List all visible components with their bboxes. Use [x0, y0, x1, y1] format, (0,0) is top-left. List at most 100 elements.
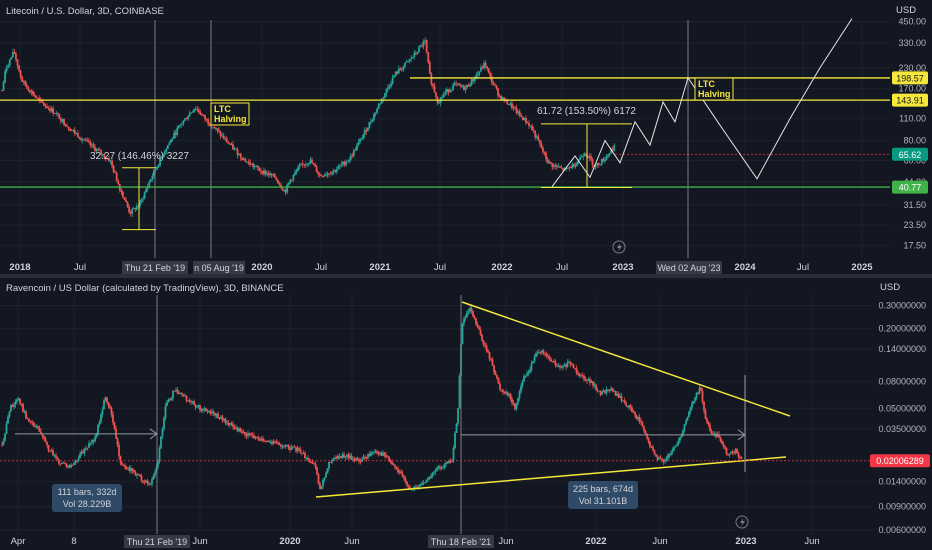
price-tag-198-bg	[892, 71, 928, 85]
candle-body	[456, 83, 459, 85]
candle-body	[434, 470, 437, 472]
candle-body	[38, 98, 41, 100]
candle-body	[134, 472, 137, 476]
candle-body	[8, 411, 11, 417]
candle-body	[442, 94, 445, 98]
candle-body	[366, 127, 369, 132]
candle-body	[386, 456, 389, 458]
candle-body	[188, 400, 191, 402]
candle-body	[437, 466, 440, 469]
panel-separator[interactable]	[0, 274, 932, 278]
candle-body	[557, 166, 560, 168]
candle-body	[478, 71, 481, 74]
candle-body	[401, 69, 403, 71]
candle-body	[597, 162, 600, 165]
range-label-2[interactable]: 225 bars, 674d Vol 31.101B	[568, 481, 638, 509]
candle-body	[239, 428, 242, 432]
candle-body	[300, 163, 303, 166]
candle-body	[590, 381, 593, 383]
candle-body	[592, 381, 594, 386]
candle-body	[56, 112, 59, 114]
candle-body	[391, 462, 393, 465]
candle-body	[578, 374, 581, 376]
lightning-icon[interactable]	[612, 240, 626, 254]
candle-body	[683, 424, 686, 431]
candle-body	[314, 164, 316, 167]
candle-body	[224, 418, 227, 424]
candle-body	[466, 312, 468, 318]
range-label-2-vol: Vol 31.101B	[579, 496, 628, 506]
candle-body	[58, 459, 60, 464]
candle-body	[581, 375, 584, 377]
candle-body	[631, 407, 633, 413]
candle-body	[56, 457, 59, 460]
bottom-y-axis[interactable]: 0.30000000 0.20000000 0.14000000 0.08000000…	[878, 300, 926, 535]
candle-body	[193, 108, 196, 112]
lightning-icon[interactable]	[735, 515, 749, 529]
candle-body	[676, 444, 678, 446]
candle-body	[10, 404, 12, 412]
candle-body	[610, 388, 612, 391]
price-tag-rvn: 0.02006289	[876, 456, 924, 466]
candle-body	[170, 139, 172, 143]
candle-body	[424, 40, 427, 42]
candle-body	[632, 412, 635, 413]
candle-body	[724, 446, 726, 448]
candle-body	[94, 147, 96, 151]
candle-body	[166, 145, 169, 150]
halving-label-2[interactable]: LTC Halving	[694, 77, 734, 101]
candle-body	[126, 202, 129, 207]
candle-body	[617, 393, 620, 398]
candle-body	[547, 355, 549, 357]
range-label-1[interactable]: 111 bars, 332d Vol 28.229B	[52, 484, 122, 512]
candle-body	[113, 422, 116, 429]
candle-body	[549, 161, 552, 164]
bottom-x-highlight-1-bg	[124, 535, 190, 548]
candle-body	[70, 130, 73, 132]
candle-body	[586, 380, 588, 382]
candle-body	[607, 154, 609, 157]
candle-body	[36, 97, 39, 99]
candle-body	[346, 161, 349, 163]
candle-body	[273, 174, 276, 178]
candle-body	[272, 441, 275, 444]
candle-body	[512, 107, 515, 109]
candle-body	[387, 87, 389, 90]
candle-body	[410, 58, 413, 60]
candle-body	[385, 455, 387, 458]
candle-body	[342, 161, 344, 165]
candle-body	[736, 449, 738, 454]
candle-body	[339, 165, 341, 167]
bottom-x-axis[interactable]: Apr 8 Jun 2020 Jun Jun 2022 Jun 2023 Jun	[11, 536, 820, 547]
candle-body	[28, 418, 30, 422]
candle-body	[650, 446, 653, 448]
candle-body	[484, 344, 486, 346]
candle-body	[305, 457, 308, 459]
candle-body	[562, 365, 564, 368]
top-y-tick: 230.00	[898, 63, 926, 73]
top-x-axis[interactable]: 2018 Jul 2020 Jul 2021 Jul 2022 Jul 2023 2024 Jul 2…	[9, 262, 873, 273]
candle-body	[514, 107, 516, 108]
candle-body	[49, 108, 51, 112]
halving-label-1[interactable]: LTC Halving	[210, 102, 250, 126]
bottom-y-tick: 0.20000000	[878, 324, 926, 334]
candle-body	[443, 464, 446, 468]
candle-body	[602, 158, 605, 162]
candle-body	[385, 89, 388, 94]
candle-body	[353, 458, 356, 461]
candle-body	[425, 479, 428, 483]
candle-body	[700, 387, 702, 391]
candle-body	[388, 456, 390, 461]
candle-body	[112, 414, 114, 423]
candle-body	[593, 384, 596, 386]
candle-body	[421, 482, 423, 485]
candle-body	[263, 170, 265, 174]
candle-body	[480, 67, 482, 72]
candle-body	[284, 444, 287, 447]
candle-body	[557, 365, 560, 367]
candle-body	[250, 433, 252, 435]
candle-body	[73, 130, 76, 134]
candle-body	[16, 399, 18, 402]
candle-body	[318, 173, 321, 176]
candle-body	[393, 75, 396, 78]
